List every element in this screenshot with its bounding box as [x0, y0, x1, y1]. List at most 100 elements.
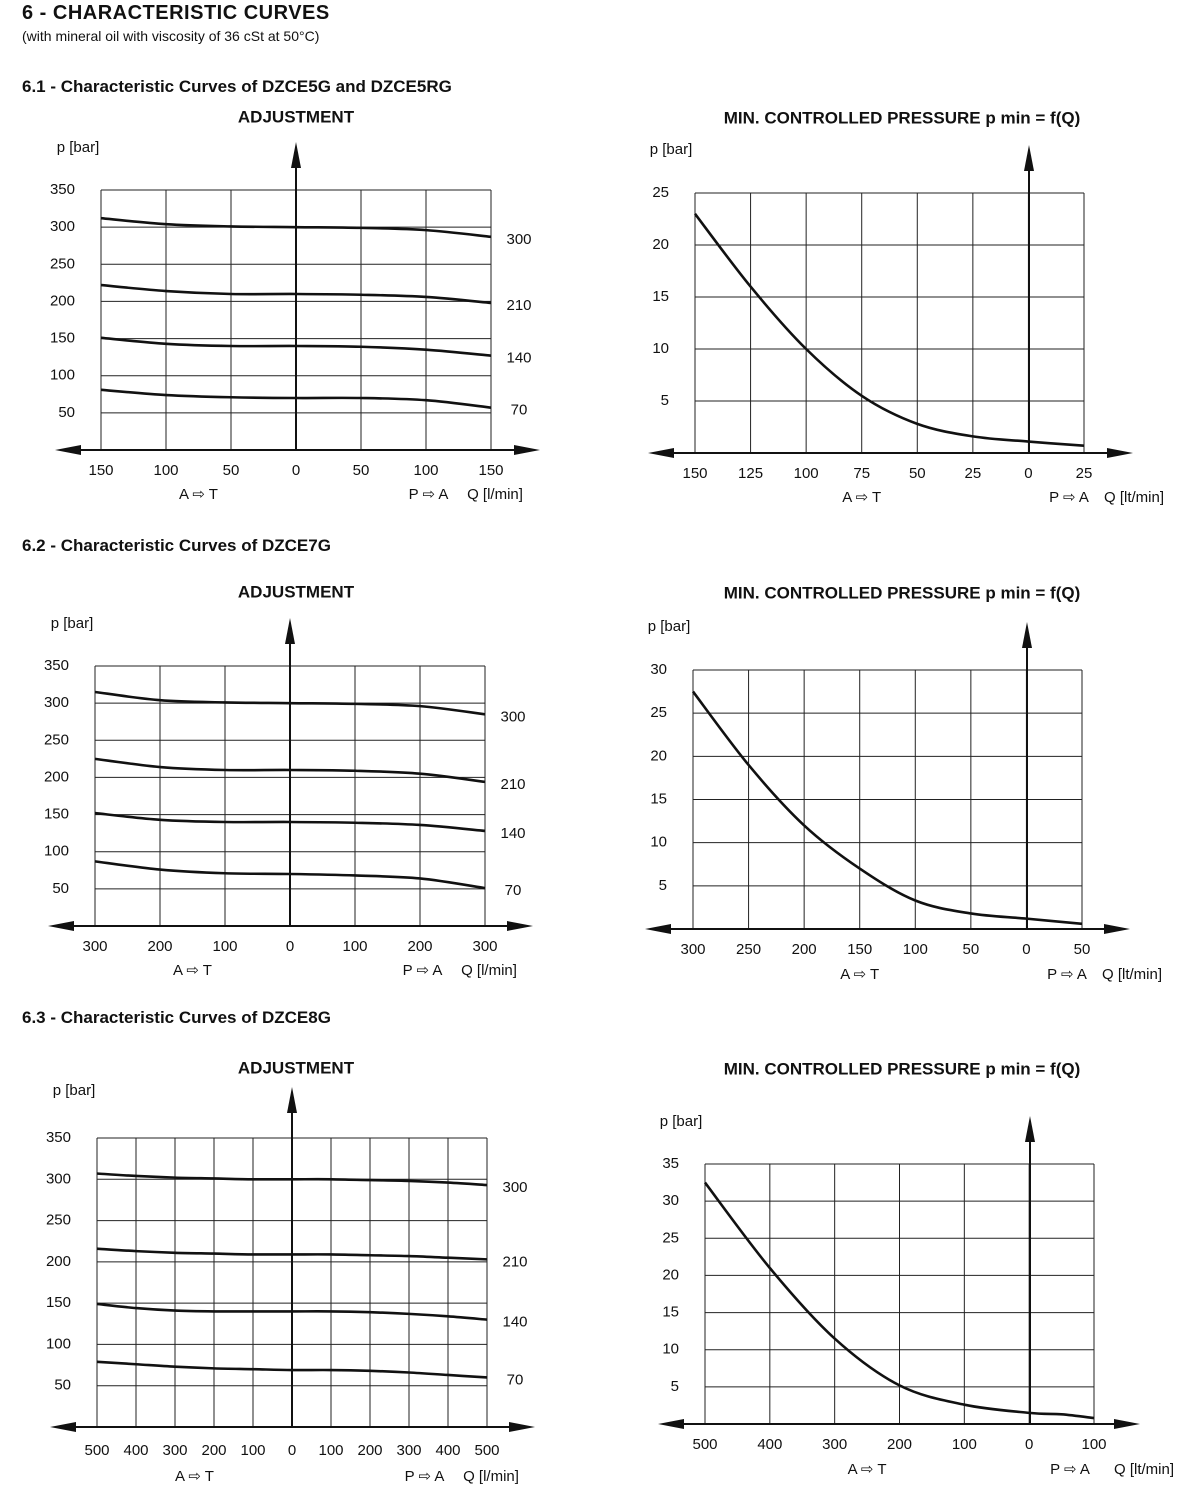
y-tick-label: 200 [44, 768, 69, 785]
series-line-300 [100, 216, 492, 239]
series-line-140 [94, 811, 486, 833]
series-line-210 [96, 1247, 488, 1261]
x-axis-arrow-right [514, 445, 540, 455]
y-tick-label: 250 [44, 731, 69, 748]
x-tick-label: 200 [792, 941, 817, 958]
y-axis-arrow-up [1022, 622, 1032, 648]
x-tick-label: 100 [794, 465, 819, 482]
x-tick-label: 0 [286, 938, 294, 955]
y-tick-label: 15 [662, 1304, 679, 1321]
x-tick-label: 50 [963, 941, 980, 958]
y-tick-label: 300 [50, 218, 75, 235]
chart-title: ADJUSTMENT [238, 582, 355, 601]
chart-1: ADJUSTMENT p [bar] 350 300 250 200 150 100 50 150… [50, 107, 540, 503]
y-tick-label: 250 [50, 255, 75, 272]
y-axis-label: p [bar] [57, 139, 100, 156]
chart-title: ADJUSTMENT [238, 1058, 355, 1077]
x-tick-label: 300 [162, 1442, 187, 1459]
x-tick-label: 150 [88, 462, 113, 479]
x-tick-label: 300 [472, 938, 497, 955]
y-tick-label: 5 [661, 392, 669, 409]
y-tick-label: 350 [46, 1129, 71, 1146]
x-tick-label: 125 [738, 465, 763, 482]
x-tick-label: 300 [396, 1442, 421, 1459]
x-axis-label: Q [lt/min] [1102, 966, 1162, 983]
series-label: 140 [500, 825, 525, 842]
series-line-140 [96, 1302, 488, 1321]
x-tick-label: 100 [318, 1442, 343, 1459]
x-axis-arrow-left [48, 921, 74, 931]
x-tick-label: 100 [153, 462, 178, 479]
y-axis-arrow-up [1024, 145, 1034, 171]
x-axis-label: Q [l/min] [463, 1468, 519, 1485]
x-axis-arrow-left [645, 924, 671, 934]
series-line-70 [94, 860, 486, 890]
series-label: 70 [507, 1371, 524, 1388]
x-axis-arrow-right [1104, 924, 1130, 934]
x-tick-label: 50 [909, 465, 926, 482]
x-tick-label: 500 [84, 1442, 109, 1459]
series-label: 140 [506, 350, 531, 367]
flow-label-p-to-a: P ⇨ A [1050, 1461, 1090, 1478]
page-subtitle: (with mineral oil with viscosity of 36 c… [22, 28, 320, 44]
y-axis-arrow-up [291, 142, 301, 168]
flow-label-p-to-a: P ⇨ A [403, 962, 443, 979]
series-line-70 [100, 388, 492, 409]
x-tick-label: 300 [82, 938, 107, 955]
y-tick-label: 35 [662, 1155, 679, 1172]
y-axis-arrow-up [285, 618, 295, 644]
flow-label-a-to-t: A ⇨ T [840, 966, 879, 983]
series-line-210 [94, 757, 486, 784]
x-tick-label: 25 [1076, 465, 1093, 482]
x-tick-label: 0 [288, 1442, 296, 1459]
x-tick-label: 100 [240, 1442, 265, 1459]
flow-label-a-to-t: A ⇨ T [179, 486, 218, 503]
chart-title: ADJUSTMENT [238, 107, 355, 126]
y-tick-label: 200 [46, 1253, 71, 1270]
x-tick-label: 0 [1022, 941, 1030, 958]
section-heading-6-2: 6.2 - Characteristic Curves of DZCE7G [22, 536, 331, 555]
y-tick-label: 15 [652, 288, 669, 305]
y-tick-label: 100 [50, 367, 75, 384]
x-tick-label: 150 [478, 462, 503, 479]
y-tick-label: 50 [52, 880, 69, 897]
x-axis-arrow-left [658, 1419, 684, 1429]
flow-label-p-to-a: P ⇨ A [405, 1468, 445, 1485]
y-tick-label: 150 [46, 1294, 71, 1311]
x-tick-label: 400 [123, 1442, 148, 1459]
x-tick-label: 100 [903, 941, 928, 958]
chart-5: ADJUSTMENT p [bar] 350 300 250 200 150 100 50 500… [46, 1058, 535, 1485]
section-heading-6-3: 6.3 - Characteristic Curves of DZCE8G [22, 1008, 331, 1027]
x-tick-label: 150 [847, 941, 872, 958]
series-label: 210 [502, 1253, 527, 1270]
x-tick-label: 400 [757, 1436, 782, 1453]
chart-title: MIN. CONTROLLED PRESSURE p min = f(Q) [724, 108, 1081, 127]
x-tick-label: 75 [853, 465, 870, 482]
chart-title: MIN. CONTROLLED PRESSURE p min = f(Q) [724, 583, 1081, 602]
series-label: 300 [506, 231, 531, 248]
series-label: 70 [511, 402, 528, 419]
x-axis-arrow-left [648, 448, 674, 458]
series-line-300 [94, 690, 486, 716]
y-tick-label: 25 [652, 184, 669, 201]
series-label: 210 [506, 297, 531, 314]
y-tick-label: 25 [650, 704, 667, 721]
y-tick-label: 20 [662, 1266, 679, 1283]
y-axis-arrow-up [287, 1087, 297, 1113]
chart-4: MIN. CONTROLLED PRESSURE p min = f(Q) p [… [645, 583, 1162, 983]
series-line-pmin [691, 690, 1083, 926]
series-label: 300 [502, 1179, 527, 1196]
y-axis-label: p [bar] [51, 615, 94, 632]
x-tick-label: 200 [147, 938, 172, 955]
y-tick-label: 100 [46, 1335, 71, 1352]
x-tick-label: 200 [357, 1442, 382, 1459]
x-tick-label: 100 [342, 938, 367, 955]
y-axis-label: p [bar] [53, 1082, 96, 1099]
series-line-pmin [703, 1181, 1095, 1420]
x-tick-label: 400 [435, 1442, 460, 1459]
y-tick-label: 100 [44, 843, 69, 860]
y-axis-label: p [bar] [660, 1113, 703, 1130]
flow-label-p-to-a: P ⇨ A [1049, 489, 1089, 506]
y-tick-label: 10 [652, 340, 669, 357]
